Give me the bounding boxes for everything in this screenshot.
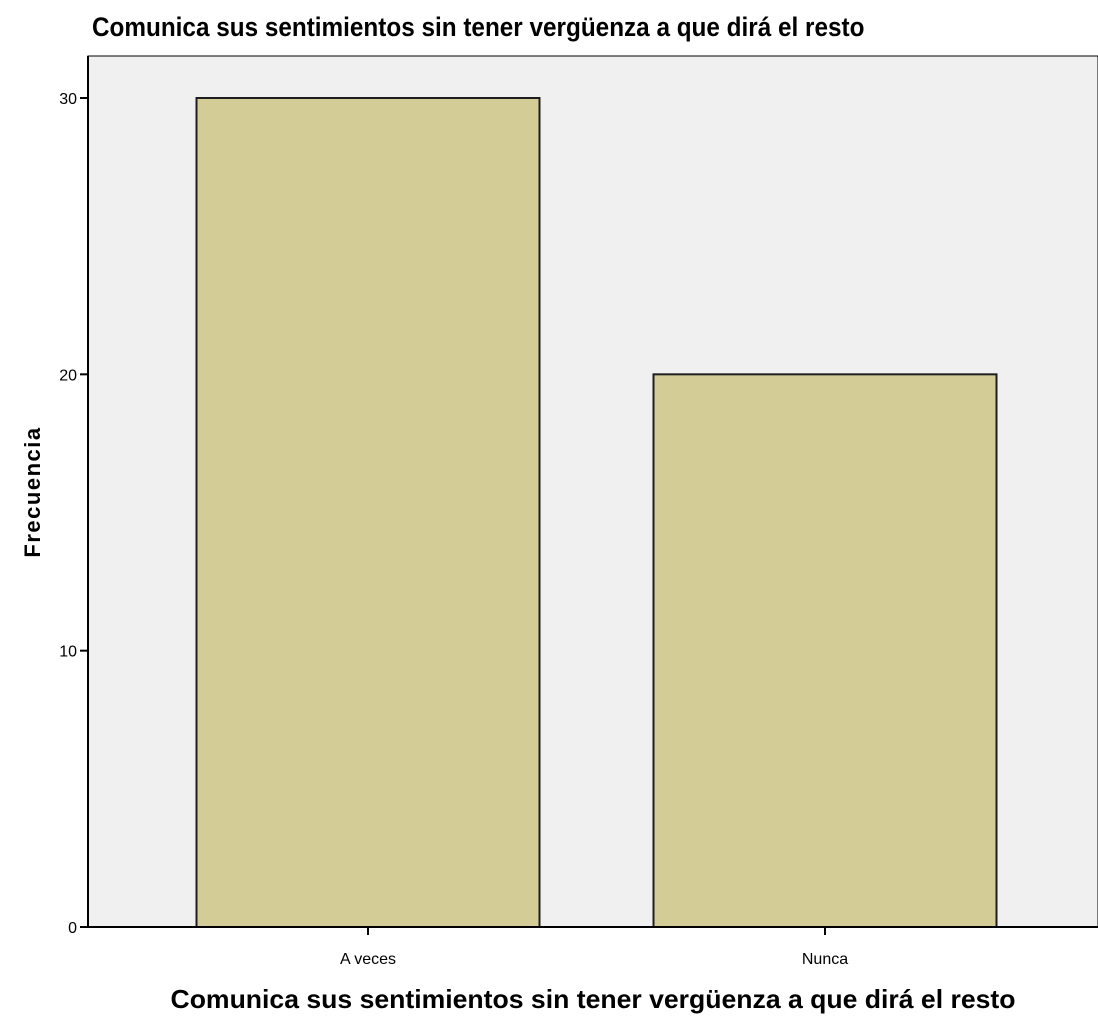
- x-axis-label: Comunica sus sentimientos sin tener verg…: [171, 984, 1016, 1014]
- y-axis-ticks: 0 10 20 30: [59, 91, 88, 937]
- x-axis-ticks: A veces Nunca: [340, 927, 848, 968]
- bar-nunca: [652, 373, 998, 929]
- x-tick-label: Nunca: [802, 951, 848, 968]
- x-tick-label: A veces: [340, 951, 396, 968]
- y-tick-label: 10: [59, 644, 77, 661]
- bar-a-veces: [195, 97, 541, 928]
- y-tick-label: 20: [59, 367, 77, 384]
- y-tick-label: 30: [59, 91, 77, 108]
- chart-title: Comunica sus sentimientos sin tener verg…: [92, 12, 865, 42]
- bars-group: [195, 97, 998, 929]
- y-tick-label: 0: [68, 920, 77, 937]
- y-axis-label: Frecuencia: [20, 426, 45, 557]
